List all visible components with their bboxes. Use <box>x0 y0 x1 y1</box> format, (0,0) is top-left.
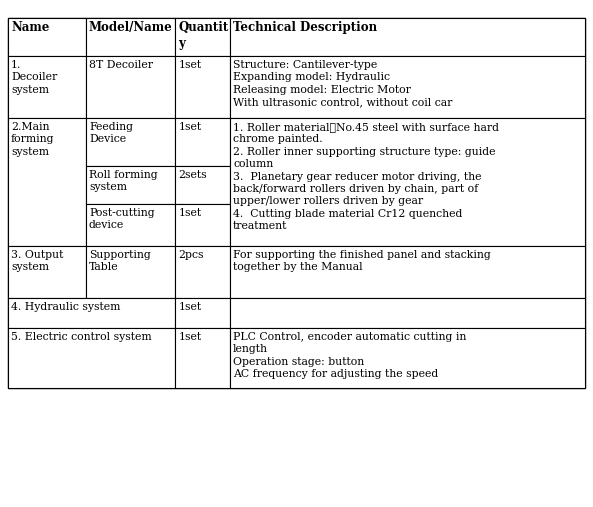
Text: For supporting the finished panel and stacking
together by the Manual: For supporting the finished panel and st… <box>233 250 491 272</box>
Text: 1set: 1set <box>178 208 202 218</box>
Text: Name: Name <box>11 21 49 34</box>
Text: 8T Decoiler: 8T Decoiler <box>89 60 153 70</box>
Text: 5. Electric control system: 5. Electric control system <box>11 332 152 342</box>
Bar <box>8 18 585 388</box>
Bar <box>86 118 176 166</box>
Bar <box>8 298 176 328</box>
Text: PLC Control, encoder automatic cutting in
length
Operation stage: button
AC freq: PLC Control, encoder automatic cutting i… <box>233 332 467 379</box>
Text: 1.
Decoiler
system: 1. Decoiler system <box>11 60 58 95</box>
Text: Model/Name: Model/Name <box>89 21 173 34</box>
Bar <box>86 18 176 56</box>
Bar <box>176 56 230 118</box>
Text: Feeding
Device: Feeding Device <box>89 122 133 144</box>
Text: 1set: 1set <box>178 332 202 342</box>
Text: 2.Main
forming
system: 2.Main forming system <box>11 122 55 157</box>
Bar <box>8 56 86 118</box>
Text: Quantit
y: Quantit y <box>178 21 228 50</box>
Text: 3. Output
system: 3. Output system <box>11 250 63 272</box>
Text: Post-cutting
device: Post-cutting device <box>89 208 155 230</box>
Text: Technical Description: Technical Description <box>233 21 377 34</box>
Bar <box>8 328 176 388</box>
Bar <box>8 18 86 56</box>
Bar <box>176 246 230 298</box>
Text: 4. Hydraulic system: 4. Hydraulic system <box>11 302 120 312</box>
Text: 1set: 1set <box>178 302 202 312</box>
Bar <box>230 56 585 118</box>
Bar <box>176 166 230 204</box>
Bar <box>230 298 585 328</box>
Text: 2sets: 2sets <box>178 170 207 180</box>
Bar <box>230 328 585 388</box>
Bar <box>176 18 230 56</box>
Bar <box>176 204 230 246</box>
Bar <box>230 118 585 246</box>
Text: 1set: 1set <box>178 60 202 70</box>
Bar <box>230 18 585 56</box>
Bar <box>86 204 176 246</box>
Bar <box>8 246 86 298</box>
Bar <box>176 118 230 166</box>
Bar <box>86 246 176 298</box>
Bar <box>176 328 230 388</box>
Bar <box>176 298 230 328</box>
Text: 1. Roller material：No.45 steel with surface hard
chrome painted.
2. Roller inner: 1. Roller material：No.45 steel with surf… <box>233 122 499 231</box>
Bar <box>86 56 176 118</box>
Bar <box>230 246 585 298</box>
Bar <box>86 166 176 204</box>
Text: Structure: Cantilever-type
Expanding model: Hydraulic
Releasing model: Electric : Structure: Cantilever-type Expanding mod… <box>233 60 452 107</box>
Text: Supporting
Table: Supporting Table <box>89 250 151 272</box>
Text: 2pcs: 2pcs <box>178 250 204 260</box>
Bar <box>8 118 86 246</box>
Text: 1set: 1set <box>178 122 202 132</box>
Text: Roll forming
system: Roll forming system <box>89 170 158 192</box>
